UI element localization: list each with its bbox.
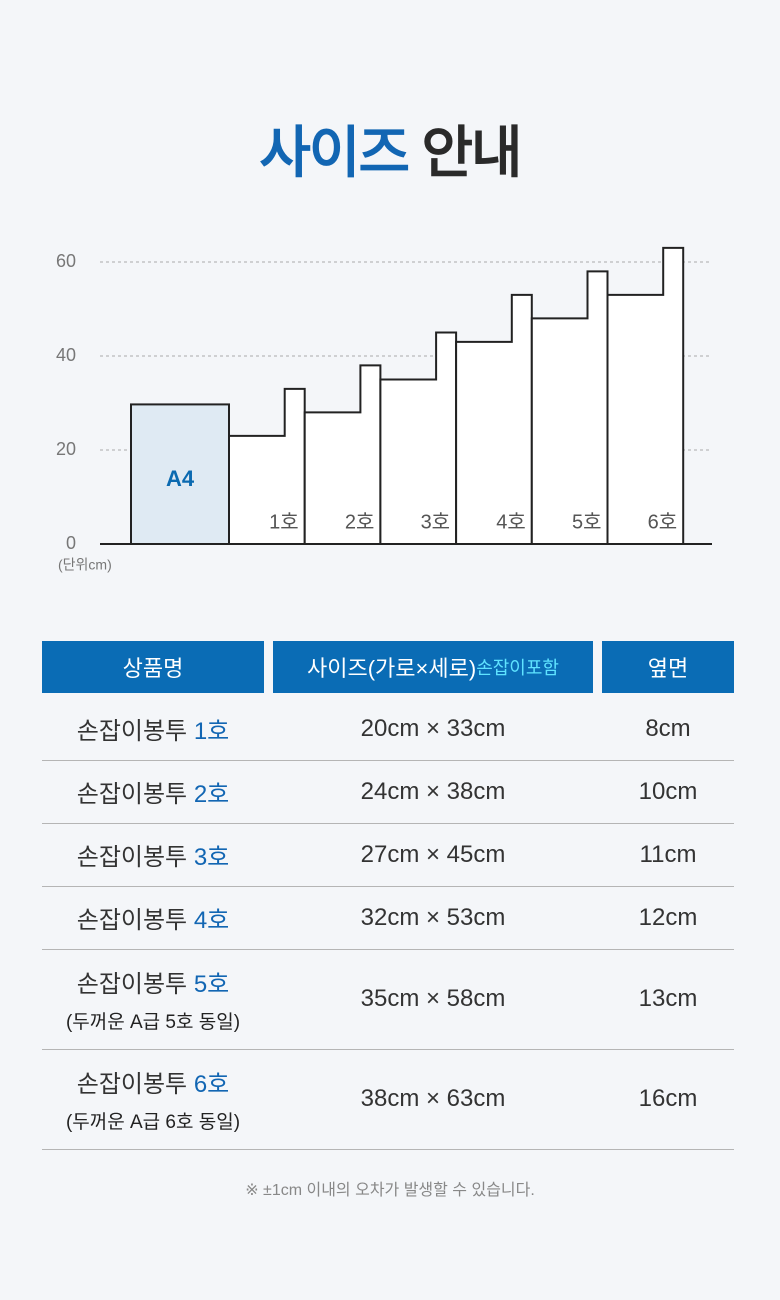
name-note: (두꺼운 A급 5호 동일) xyxy=(65,1012,241,1033)
row-line xyxy=(42,1049,734,1050)
name-cell: 손잡이봉투 2호 xyxy=(42,760,264,823)
bag-label: 6호 xyxy=(648,511,678,533)
name-line: 손잡이봉투 4호 xyxy=(77,900,230,935)
size-number: 5호 xyxy=(193,971,230,998)
side-cell: 13cm xyxy=(638,985,698,1012)
unit-label: (단위cm) xyxy=(58,557,112,573)
row-line xyxy=(42,949,734,950)
y-tick-label: 0 xyxy=(66,533,76,553)
size-cell: 32cm × 53cm xyxy=(360,903,506,931)
name-cell: 손잡이봉투 6호 (두꺼운 A급 6호 동일) xyxy=(42,1049,264,1149)
header-cell: 옆면 xyxy=(602,641,734,693)
bag-label: 4호 xyxy=(496,511,526,533)
bag xyxy=(455,293,533,545)
header-cell: 상품명 xyxy=(42,641,264,693)
title-rest: 안내 xyxy=(421,121,523,184)
name-note: (두꺼운 A급 6호 동일) xyxy=(65,1112,241,1133)
bag-label: 3호 xyxy=(421,511,451,533)
name-cell: 손잡이봉투 3호 xyxy=(42,823,264,886)
size-cell: 27cm × 45cm xyxy=(360,840,506,868)
side-cell: 10cm xyxy=(638,777,698,805)
name-line: 손잡이봉투 3호 xyxy=(77,837,230,872)
product-name: 손잡이봉투 xyxy=(76,718,188,745)
size-number: 4호 xyxy=(193,907,230,934)
header-text: 옆면 xyxy=(647,656,689,681)
name-cell: 손잡이봉투 5호 (두꺼운 A급 5호 동일) xyxy=(42,949,264,1049)
size-cell: 35cm × 58cm xyxy=(360,985,506,1012)
name-line: 손잡이봉투 6호 xyxy=(77,1064,230,1099)
name-line: 손잡이봉투 5호 xyxy=(77,964,230,999)
product-name: 손잡이봉투 xyxy=(76,844,188,871)
row-line xyxy=(42,886,734,887)
header-cell: 사이즈(가로×세로) 손잡이포함 xyxy=(273,641,593,693)
footnote: ※ ±1cm 이내의 오차가 발생할 수 있습니다. xyxy=(245,1182,535,1199)
size-number: 1호 xyxy=(193,718,230,745)
side-cell: 16cm xyxy=(638,1085,698,1112)
name-cell: 손잡이봉투 4호 xyxy=(42,886,264,949)
side-cell: 12cm xyxy=(638,903,698,931)
size-number: 3호 xyxy=(193,844,230,871)
y-tick-label: 60 xyxy=(56,251,76,271)
title: 사이즈 안내 xyxy=(0,108,780,189)
header-text: 상품명 xyxy=(122,656,184,681)
row-line xyxy=(42,823,734,824)
name-cell: 손잡이봉투 1호 xyxy=(42,697,264,760)
header-text: 사이즈(가로×세로) xyxy=(307,656,477,681)
bag-label: 1호 xyxy=(269,511,299,533)
chart: 0 20 40 60 (단위cm) A4 1호 2호 3호 4호 5호 6호 xyxy=(56,246,712,573)
product-name: 손잡이봉투 xyxy=(76,971,188,998)
header-note: 손잡이포함 xyxy=(476,658,559,678)
size-number: 2호 xyxy=(193,781,230,808)
a4-label: A4 xyxy=(166,466,195,491)
product-name: 손잡이봉투 xyxy=(76,1071,188,1098)
bag-label: 2호 xyxy=(345,511,375,533)
side-cell: 8cm xyxy=(645,714,691,742)
name-line: 손잡이봉투 1호 xyxy=(77,711,230,746)
bag xyxy=(530,270,609,545)
size-cell: 24cm × 38cm xyxy=(360,777,506,805)
size-cell: 38cm × 63cm xyxy=(360,1085,506,1112)
y-tick-label: 40 xyxy=(56,345,76,365)
row-line xyxy=(42,1149,734,1150)
bag-label: 5호 xyxy=(572,511,602,533)
size-number: 6호 xyxy=(193,1071,230,1098)
title-highlight: 사이즈 xyxy=(259,121,410,184)
row-line xyxy=(42,760,734,761)
size-cell: 20cm × 33cm xyxy=(360,714,506,742)
product-name: 손잡이봉투 xyxy=(76,907,188,934)
side-cell: 11cm xyxy=(639,840,697,868)
name-line: 손잡이봉투 2호 xyxy=(77,774,230,809)
bag xyxy=(606,246,685,545)
product-name: 손잡이봉투 xyxy=(76,781,188,808)
y-tick-label: 20 xyxy=(56,439,76,459)
